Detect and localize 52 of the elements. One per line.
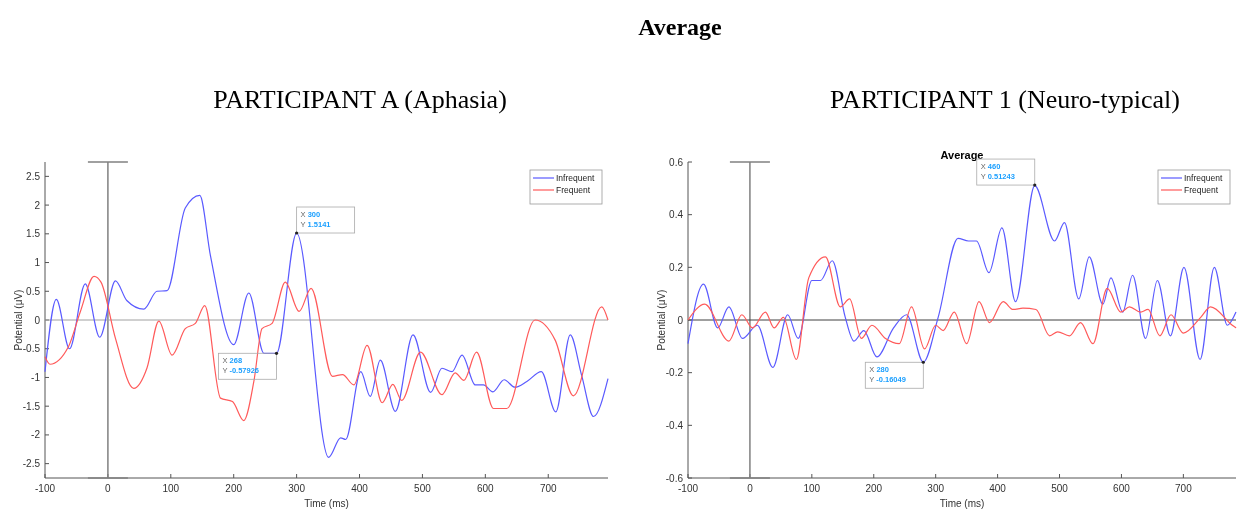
chart-title: PARTICIPANT 1 (Neuro-typical) — [830, 85, 1180, 114]
x-tick-label: 200 — [225, 483, 243, 494]
x-tick-label: 0 — [105, 483, 112, 494]
text: Average — [638, 14, 723, 40]
y-tick-label: 0 — [34, 314, 41, 326]
y-tick-label: 0 — [677, 314, 684, 326]
y-tick-label: 0.2 — [669, 261, 684, 273]
x-axis-title: Time (ms) — [939, 498, 985, 509]
line-series — [44, 275, 609, 422]
chart-subtitle: Average — [940, 149, 984, 161]
y-tick-label: 1.5 — [26, 228, 41, 240]
y-axis-title: Potential (μV) — [656, 289, 667, 351]
chart-title: PARTICIPANT A (Aphasia) — [213, 85, 507, 114]
legend-label: Frequent — [556, 185, 591, 195]
y-axis-title: Potential (μV) — [13, 289, 24, 351]
y-tick-label: -1.5 — [22, 400, 41, 412]
x-tick-label: 600 — [476, 483, 495, 494]
x-tick-label: 700 — [1175, 483, 1193, 494]
y-tick-label: -0.6 — [665, 472, 684, 484]
y-tick-label: 0.4 — [669, 209, 684, 221]
y-tick-label: 0.5 — [26, 285, 41, 297]
legend-label: Infrequent — [1184, 173, 1223, 183]
x-tick-label: 200 — [865, 483, 883, 494]
x-tick-label: 700 — [539, 483, 558, 494]
x-tick-label: 600 — [1113, 483, 1131, 494]
x-tick-label: -100 — [34, 483, 56, 494]
x-tick-label: 300 — [288, 483, 306, 494]
line-series — [687, 185, 1237, 368]
line-series — [44, 194, 609, 458]
y-tick-label: 2.5 — [26, 170, 41, 182]
x-tick-label: 500 — [414, 483, 432, 494]
x-tick-label: 100 — [803, 483, 821, 494]
x-axis-title: Time (ms) — [304, 498, 349, 509]
x-tick-label: 100 — [162, 483, 180, 494]
x-tick-label: 500 — [1051, 483, 1069, 494]
y-tick-label: 2 — [34, 199, 41, 211]
x-tick-label: 300 — [927, 483, 945, 494]
x-tick-label: 400 — [989, 483, 1007, 494]
x-tick-label: 0 — [747, 483, 754, 494]
legend-label: Frequent — [1184, 185, 1219, 195]
x-tick-label: -100 — [677, 483, 699, 494]
y-tick-label: -0.5 — [22, 343, 41, 355]
y-tick-label: -1 — [31, 371, 41, 383]
legend-label: Infrequent — [556, 173, 595, 183]
y-tick-label: 0.6 — [669, 156, 684, 168]
y-tick-label: -2 — [31, 429, 41, 441]
line-series — [687, 256, 1237, 361]
y-tick-label: -0.2 — [665, 367, 684, 379]
x-tick-label: 400 — [351, 483, 369, 494]
y-tick-label: 1 — [34, 257, 41, 269]
y-tick-label: -0.4 — [665, 419, 684, 431]
y-tick-label: -2.5 — [22, 458, 41, 470]
